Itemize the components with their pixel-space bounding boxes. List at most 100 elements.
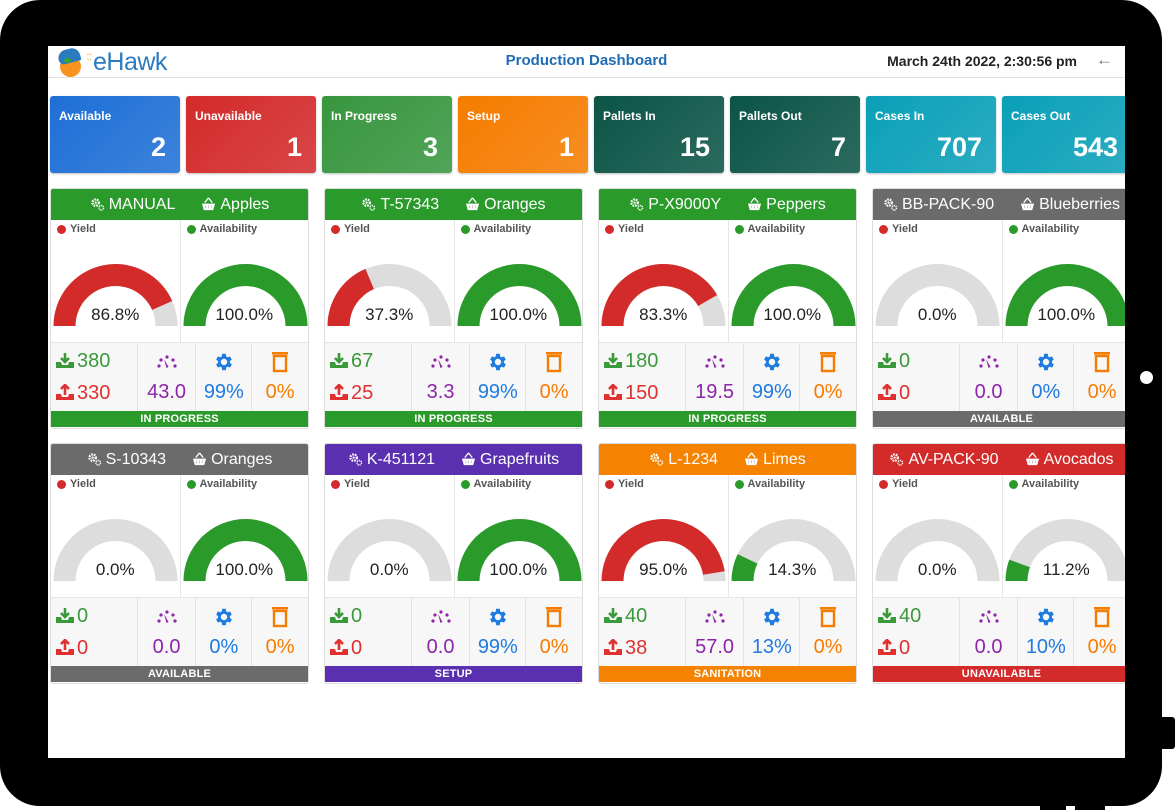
waste-stat: 0% — [526, 598, 582, 666]
speed-value: 0.0 — [974, 635, 1003, 658]
machine-stats: 0 0 — [325, 598, 582, 666]
product-name: Peppers — [766, 195, 826, 213]
summary-card-label: Cases In — [875, 109, 925, 123]
availability-value: 100.0% — [763, 305, 822, 324]
waste-stat: 0% — [800, 343, 856, 411]
availability-gauge: Availability 100.0% — [179, 220, 309, 342]
machine-name: BB-PACK-90 — [901, 195, 995, 213]
cases-in-value: 67 — [351, 349, 374, 372]
cases-out-value: 330 — [77, 381, 111, 404]
machine-name: K-451121 — [366, 450, 436, 468]
yield-value: 95.0% — [639, 560, 688, 579]
logo[interactable]: ·· ·· eHawk — [56, 46, 167, 77]
machine-card-header: BB-PACK-90 Blueberries — [873, 189, 1125, 220]
basket-icon — [745, 452, 759, 466]
machine-card[interactable]: MANUAL Apples Yield 86.8% — [50, 188, 309, 429]
top-bar: ·· ·· eHawk Production Dashboard March 24… — [48, 46, 1125, 78]
speedometer-icon — [430, 610, 451, 623]
machine-card[interactable]: P-X9000Y Peppers Yield 83.3% — [598, 188, 857, 429]
arrow-left-icon[interactable]: ← — [1096, 50, 1113, 69]
summary-card-setup[interactable]: Setup 1 — [458, 96, 588, 173]
summary-card-pallets-out[interactable]: Pallets Out 7 — [730, 96, 860, 173]
trash-icon — [546, 607, 563, 628]
machine-card[interactable]: S-10343 Oranges Yield 0.0% — [50, 443, 309, 684]
summary-card-pallets-in[interactable]: Pallets In 15 — [594, 96, 724, 173]
machine-card-header: K-451121 Grapefruits — [325, 444, 582, 475]
availability-label: Availability — [199, 223, 258, 235]
cogs-icon — [650, 453, 664, 466]
yield-gauge-arc — [875, 519, 1000, 581]
machine-card[interactable]: BB-PACK-90 Blueberries Yield 0.0% — [872, 188, 1125, 429]
gauge-fill — [183, 519, 307, 581]
summary-card-cases-in[interactable]: Cases In 707 — [866, 96, 996, 173]
availability-value: 100.0% — [489, 305, 548, 324]
machine-card[interactable]: T-57343 Oranges Yield 37.3% — [324, 188, 583, 429]
yield-legend-dot — [605, 224, 614, 234]
summary-card-value: 15 — [679, 132, 710, 162]
cogs-icon — [362, 198, 376, 211]
cases-out: 0 — [55, 632, 88, 664]
availability-gauge: Availability 14.3% — [727, 475, 857, 597]
machine-card[interactable]: AV-PACK-90 Avocados Yield 0.0% — [872, 443, 1125, 684]
efficiency-stat: 0% — [1018, 343, 1075, 411]
summary-card-cases-out[interactable]: Cases Out 543 — [1002, 96, 1125, 173]
cases-out: 150 — [603, 377, 658, 409]
waste-value: 0% — [539, 635, 569, 658]
availability-legend-dot — [186, 479, 196, 489]
summary-card-label: Pallets In — [603, 109, 656, 123]
cases-in: 67 — [329, 345, 373, 377]
gear-icon — [215, 608, 232, 626]
summary-card-available[interactable]: Available 2 — [50, 96, 180, 173]
summary-card-unavailable[interactable]: Unavailable 1 — [186, 96, 316, 173]
waste-value: 0% — [813, 635, 843, 658]
machine-stats: 67 25 — [325, 343, 582, 411]
yield-gauge: Yield 0.0% — [51, 475, 180, 597]
cases-out: 330 — [55, 377, 110, 409]
gauge-track — [731, 519, 855, 581]
gear-icon — [763, 353, 780, 371]
cases-out: 0 — [877, 632, 910, 664]
upload-tray-icon — [604, 384, 622, 400]
tablet-camera-icon — [1140, 371, 1153, 384]
availability-label: Availability — [473, 478, 532, 490]
availability-legend-dot — [186, 224, 196, 234]
efficiency-value: 99% — [203, 380, 244, 403]
waste-value: 0% — [1087, 635, 1117, 658]
yield-label: Yield — [70, 223, 96, 235]
cases-in: 40 — [603, 600, 647, 632]
trash-icon — [272, 352, 289, 373]
gauge-fill — [601, 264, 718, 326]
machine-card[interactable]: K-451121 Grapefruits Yield 0.0% — [324, 443, 583, 684]
yield-label: Yield — [618, 223, 644, 235]
basket-icon — [193, 452, 207, 466]
trash-icon — [820, 607, 837, 628]
machine-status-bar: IN PROGRESS — [325, 411, 582, 427]
yield-value: 83.3% — [639, 305, 688, 324]
machine-status-bar: AVAILABLE — [873, 411, 1125, 427]
availability-gauge-arc — [457, 264, 581, 326]
cases-out-value: 25 — [351, 381, 374, 404]
waste-stat: 0% — [252, 598, 308, 666]
summary-card-value: 2 — [150, 132, 166, 162]
yield-label: Yield — [70, 478, 96, 490]
yield-gauge: Yield 0.0% — [325, 475, 454, 597]
summary-card-in-progress[interactable]: In Progress 3 — [322, 96, 452, 173]
machine-card[interactable]: L-1234 Limes Yield 95.0% — [598, 443, 857, 684]
gauge-track — [53, 519, 178, 581]
gear-icon — [1037, 353, 1054, 371]
yield-value: 0.0% — [917, 560, 957, 579]
availability-gauge: Availability 100.0% — [453, 475, 583, 597]
upload-tray-icon — [56, 639, 74, 655]
gauge-fill — [327, 268, 374, 326]
availability-gauge-arc — [183, 519, 307, 581]
upload-tray-icon — [330, 384, 348, 400]
machine-stats: 40 38 — [599, 598, 856, 666]
gear-icon — [489, 353, 506, 371]
yield-legend-dot — [57, 224, 66, 234]
speedometer-icon — [156, 355, 177, 368]
summary-card-value: 1 — [286, 132, 302, 162]
gauge-fill — [457, 264, 581, 326]
machine-stats: 40 0 — [873, 598, 1125, 666]
yield-gauge-arc — [601, 519, 726, 581]
speed-stat: 0.0 — [960, 343, 1019, 411]
